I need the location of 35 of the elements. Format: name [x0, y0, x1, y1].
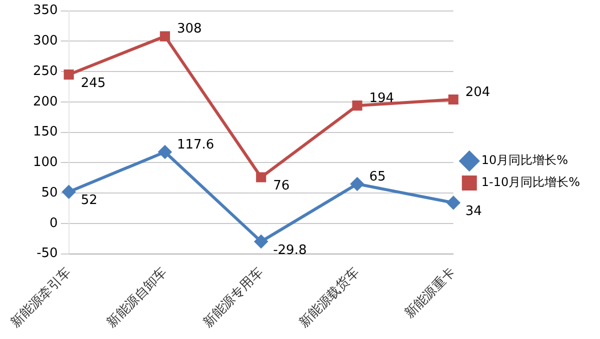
- data-label: 34: [465, 204, 482, 220]
- y-tick-label: 300: [32, 34, 58, 49]
- data-label: 76: [273, 178, 290, 194]
- point: [254, 235, 268, 248]
- x-tick-label: 新能源自卸车: [104, 264, 170, 331]
- x-tick-label: 新能源重卡: [402, 264, 459, 322]
- x-tick-label: 新能源专用车: [200, 264, 266, 331]
- y-tick-label: 50: [41, 185, 58, 200]
- data-label: -29.8: [273, 242, 307, 258]
- data-label: 194: [369, 90, 394, 106]
- y-tick-label: 350: [32, 3, 58, 18]
- point: [256, 172, 266, 182]
- y-tick-label: 200: [32, 94, 58, 110]
- point: [446, 196, 460, 210]
- point: [160, 31, 170, 42]
- legend-label: 10月同比增长%: [481, 153, 568, 168]
- point: [350, 177, 364, 190]
- y-tick-label: 100: [32, 155, 58, 170]
- y-tick-label: 150: [32, 124, 58, 140]
- y-tick-label: 250: [32, 64, 58, 79]
- y-tick-label: -50: [36, 246, 58, 262]
- data-label: 117.6: [176, 137, 214, 152]
- point: [64, 70, 74, 80]
- y-tick-label: 0: [50, 216, 58, 231]
- data-label: 52: [80, 193, 98, 208]
- point: [448, 94, 458, 105]
- data-label: 204: [465, 84, 490, 100]
- data-label: 245: [80, 76, 106, 91]
- data-label: 65: [369, 169, 386, 184]
- point: [158, 145, 172, 158]
- x-tick-label: 新能源牵引车: [8, 264, 74, 331]
- x-tick-label: 新能源载货车: [296, 264, 362, 331]
- legend-label: 1-10月同比增长%: [481, 175, 580, 190]
- data-label: 308: [176, 22, 202, 37]
- point: [352, 100, 362, 111]
